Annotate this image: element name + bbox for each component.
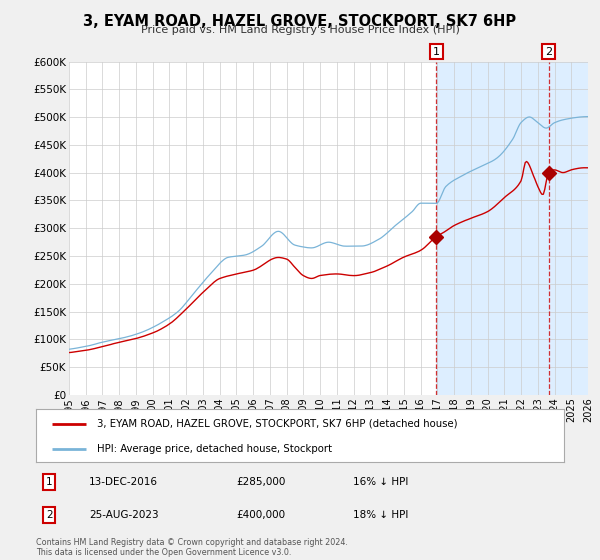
Text: £285,000: £285,000 [236, 477, 286, 487]
Text: 1: 1 [46, 477, 53, 487]
Text: £400,000: £400,000 [236, 510, 286, 520]
Text: 2: 2 [46, 510, 53, 520]
Text: 1: 1 [433, 46, 440, 57]
Text: 25-AUG-2023: 25-AUG-2023 [89, 510, 158, 520]
Text: 3, EYAM ROAD, HAZEL GROVE, STOCKPORT, SK7 6HP (detached house): 3, EYAM ROAD, HAZEL GROVE, STOCKPORT, SK… [97, 419, 457, 429]
Text: HPI: Average price, detached house, Stockport: HPI: Average price, detached house, Stoc… [97, 444, 332, 454]
Text: 3, EYAM ROAD, HAZEL GROVE, STOCKPORT, SK7 6HP: 3, EYAM ROAD, HAZEL GROVE, STOCKPORT, SK… [83, 14, 517, 29]
Text: Price paid vs. HM Land Registry's House Price Index (HPI): Price paid vs. HM Land Registry's House … [140, 25, 460, 35]
Text: 18% ↓ HPI: 18% ↓ HPI [353, 510, 408, 520]
Text: 2: 2 [545, 46, 552, 57]
Bar [436, 62, 588, 395]
Text: Contains HM Land Registry data © Crown copyright and database right 2024.
This d: Contains HM Land Registry data © Crown c… [36, 538, 348, 557]
Text: 16% ↓ HPI: 16% ↓ HPI [353, 477, 408, 487]
Text: 13-DEC-2016: 13-DEC-2016 [89, 477, 158, 487]
